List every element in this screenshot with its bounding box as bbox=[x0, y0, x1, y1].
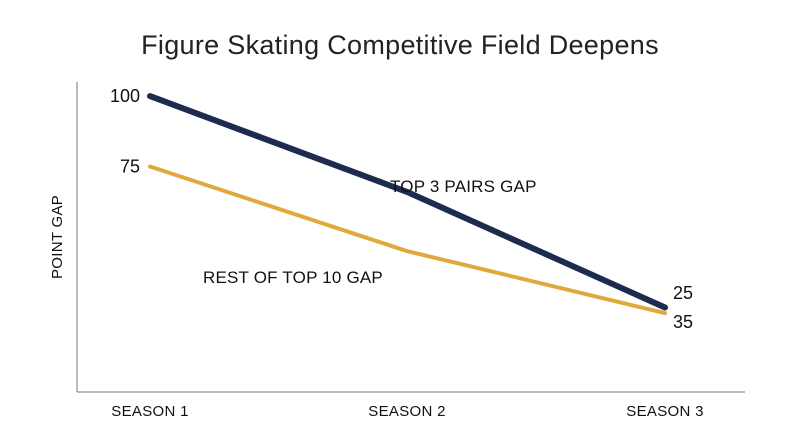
start-value-label: 75 bbox=[120, 157, 140, 177]
start-value-label: 100 bbox=[110, 86, 140, 106]
x-tick-label: SEASON 3 bbox=[626, 403, 703, 420]
end-value-label: 35 bbox=[673, 312, 693, 332]
data-labels: 100 75 25 35 TOP 3 PAIRS GAP REST OF TOP 10 G… bbox=[110, 86, 693, 332]
series-label: TOP 3 PAIRS GAP bbox=[390, 177, 537, 196]
series-line bbox=[147, 93, 668, 311]
series-lines bbox=[147, 93, 668, 316]
x-tick-labels: SEASON 1 SEASON 2 SEASON 3 bbox=[111, 403, 703, 420]
series-line bbox=[148, 164, 667, 316]
series-label: REST OF TOP 10 GAP bbox=[203, 268, 383, 287]
end-value-label: 25 bbox=[673, 283, 693, 303]
x-tick-label: SEASON 2 bbox=[368, 403, 445, 420]
chart-title: Figure Skating Competitive Field Deepens bbox=[141, 30, 659, 60]
x-tick-label: SEASON 1 bbox=[111, 403, 188, 420]
y-axis-label: POINT GAP bbox=[49, 195, 66, 279]
